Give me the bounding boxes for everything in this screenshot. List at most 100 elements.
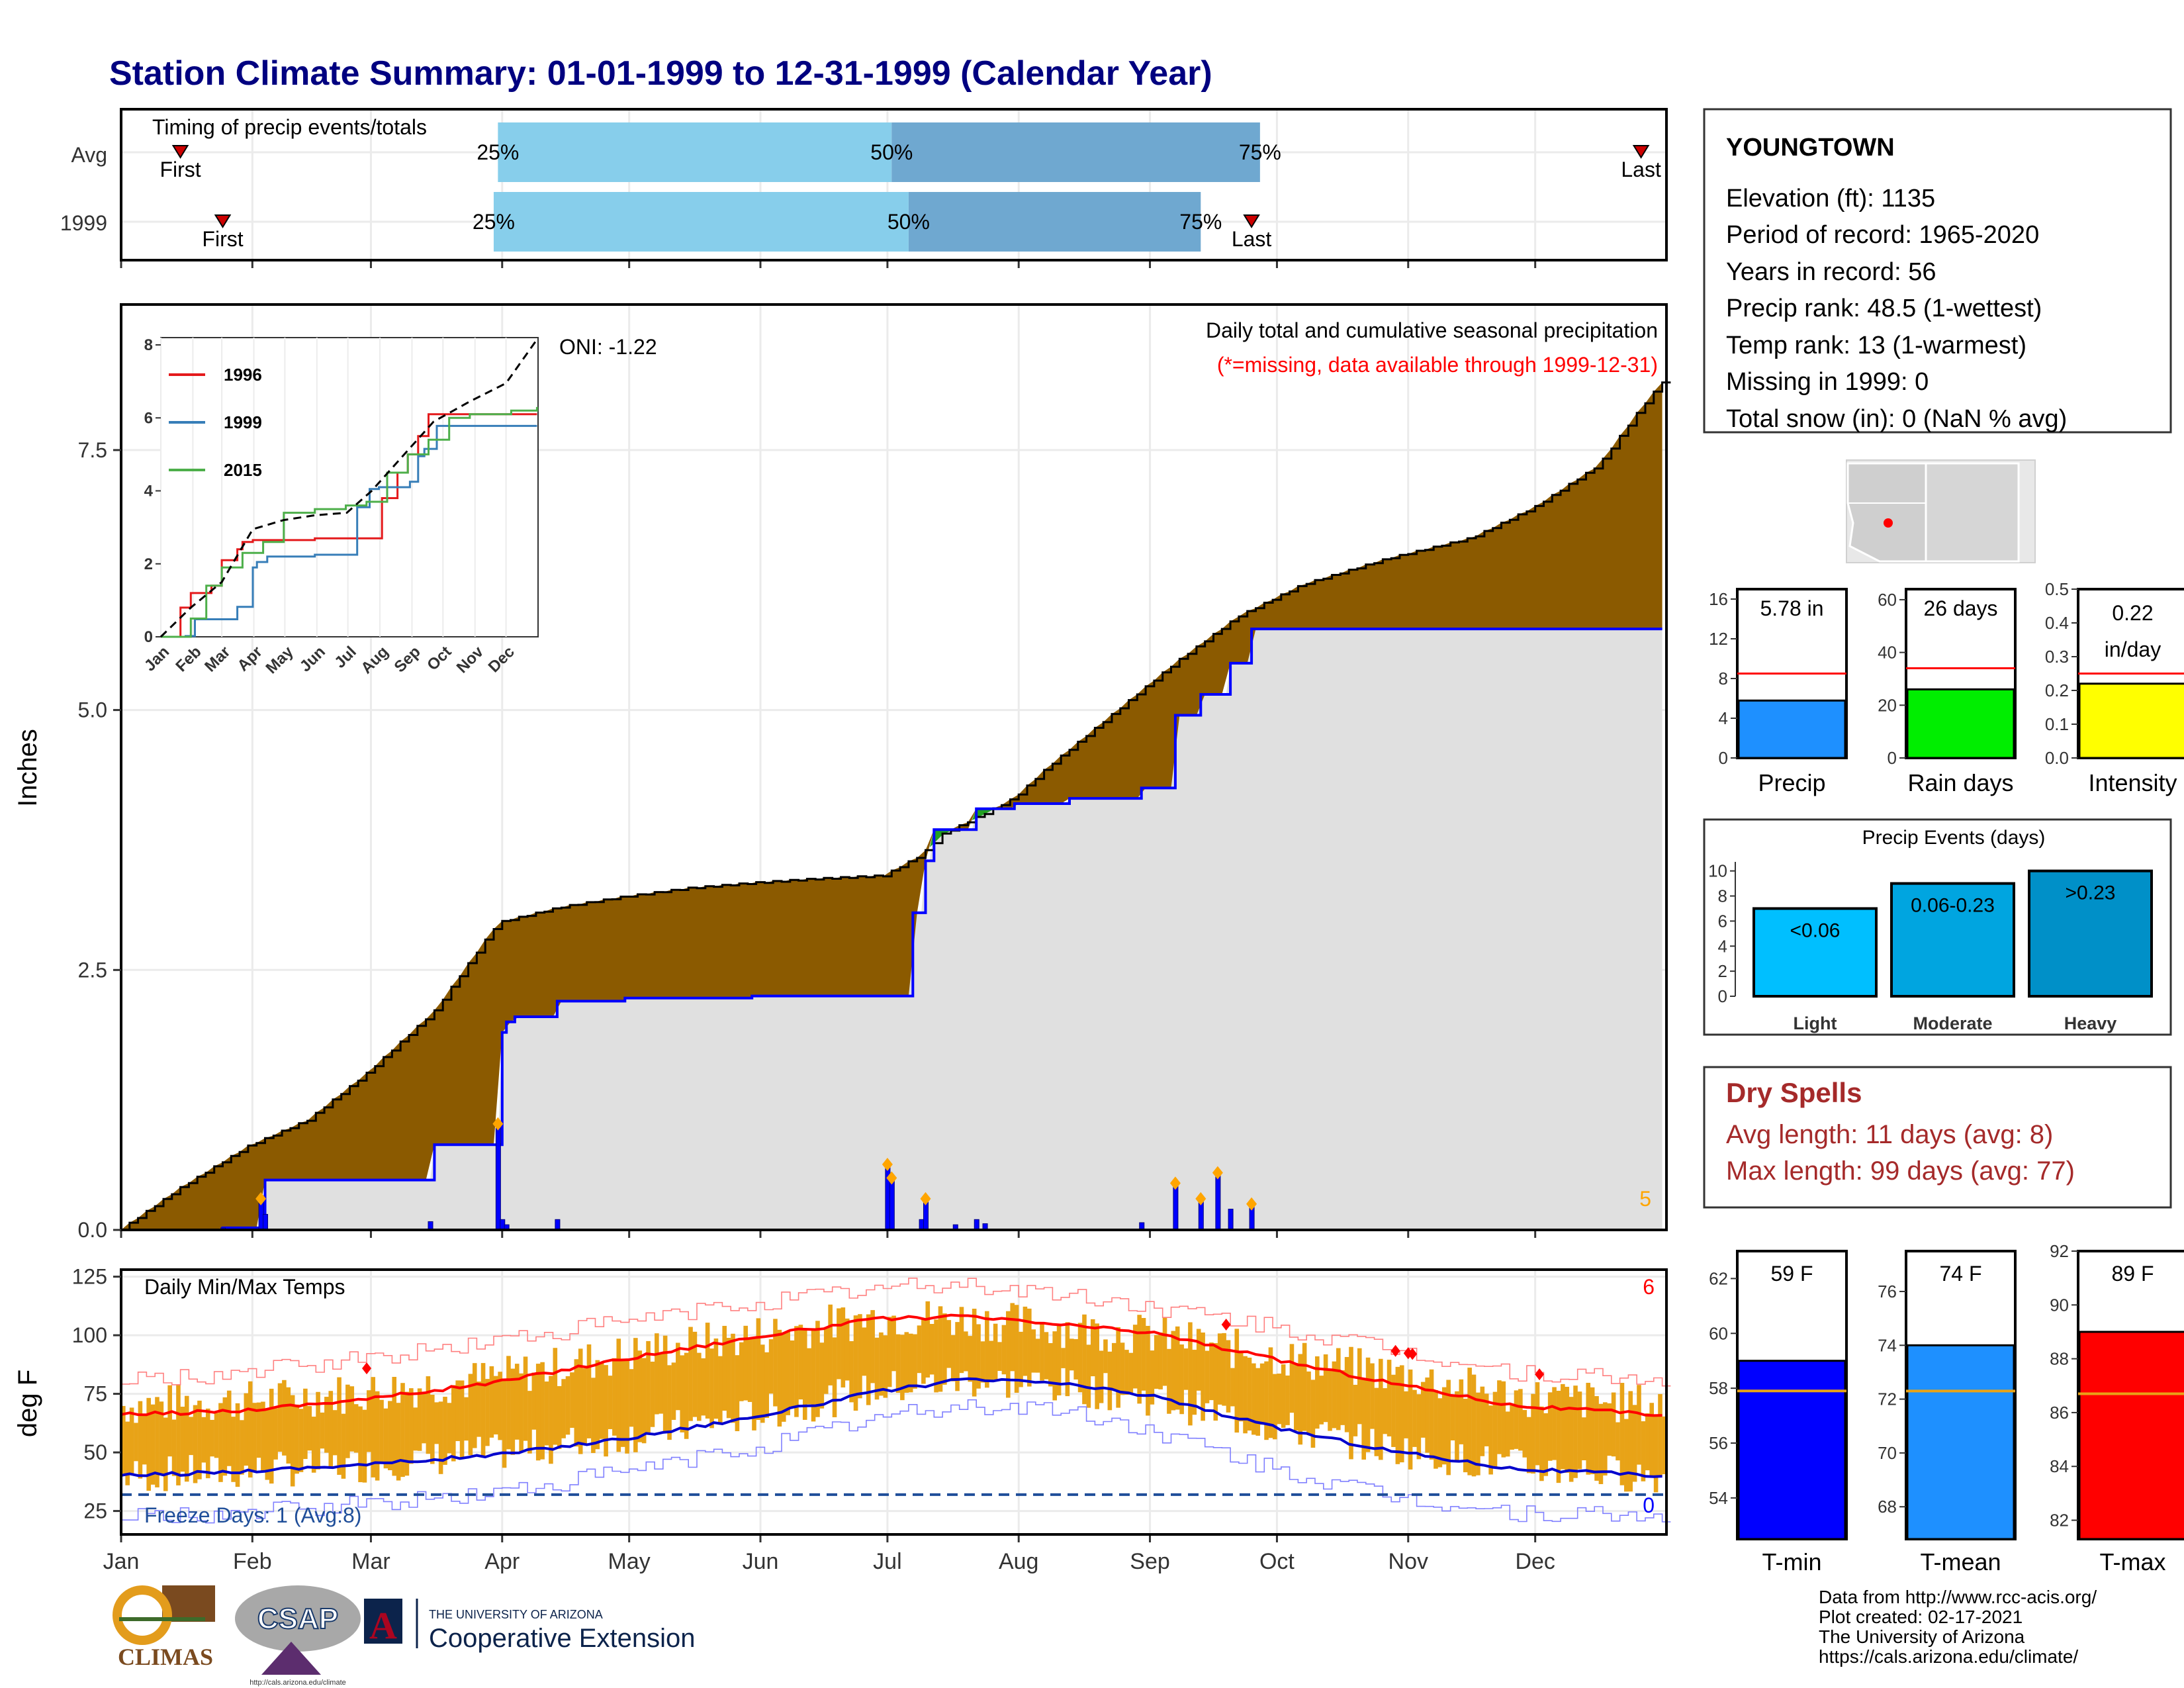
temp-daily-range-bar [1484, 1393, 1489, 1446]
precip-cumulative-average-line [121, 381, 1671, 1231]
temp-bar-ytick-label: 56 [1709, 1433, 1728, 1453]
temp-daily-range-bar [277, 1383, 283, 1452]
events-bar-moderate [1890, 882, 2015, 998]
summary-ytick-label: 16 [1709, 589, 1728, 609]
temp-daily-range-bar [1476, 1392, 1480, 1476]
temp-daily-range-bar [328, 1391, 334, 1468]
events-ytick-label: 8 [1718, 886, 1727, 906]
timing-bar-q50-q75 [891, 122, 1260, 182]
events-ytick-label: 10 [1708, 861, 1727, 881]
month-label: Mar [351, 1549, 390, 1574]
inset-xtick-label: Nov [453, 643, 488, 677]
events-ytick-label: 4 [1718, 936, 1727, 956]
temp-daily-range-bar [1556, 1391, 1561, 1483]
map-new-mexico [1925, 462, 2020, 563]
temp-daily-range-bar [1234, 1329, 1240, 1433]
temp-daily-range-bar [1463, 1399, 1468, 1473]
temp-daily-range-bar [553, 1348, 558, 1445]
temp-daily-range-bar [527, 1391, 532, 1454]
temp-daily-range-bar [358, 1406, 363, 1483]
temp-daily-range-bar [557, 1385, 562, 1449]
temp-daily-range-bar [942, 1313, 947, 1385]
temp-daily-range-bar [535, 1364, 541, 1461]
temp-daily-range-bar [480, 1363, 486, 1458]
month-label: May [608, 1549, 651, 1574]
temp-bar-ytick-label: 74 [1878, 1335, 1897, 1355]
temp-daily-range-bar [879, 1332, 884, 1396]
temp-daily-range-bar [722, 1325, 727, 1411]
summary-ytick-label: 40 [1878, 643, 1897, 663]
inset-series-line [161, 424, 537, 638]
temp-daily-range-bar [1441, 1387, 1447, 1465]
temp-daily-range-bar [976, 1324, 981, 1389]
summary-bar-rain-days [1906, 688, 2015, 759]
temp-daily-range-bar [786, 1331, 790, 1415]
temp-daily-range-bar [828, 1304, 833, 1385]
temp-daily-range-bar [921, 1319, 926, 1384]
temp-daily-range-bar [1505, 1411, 1510, 1457]
temp-daily-range-bar [371, 1377, 376, 1477]
temp-bar-ytick-label: 72 [1878, 1389, 1897, 1409]
temp-ytick-label: 75 [83, 1382, 107, 1406]
summary-ytick-label: 0.3 [2045, 647, 2069, 667]
temp-daily-range-bar [167, 1385, 172, 1457]
temp-daily-range-bar [464, 1397, 469, 1441]
temp-daily-range-bar [870, 1310, 875, 1383]
temp-daily-range-bar [1429, 1369, 1434, 1460]
temp-daily-range-bar [1632, 1405, 1637, 1482]
temp-daily-range-bar [777, 1329, 782, 1427]
precip-record-marker [920, 1192, 931, 1205]
station-precip-rank: Precip rank: 48.5 (1-wettest) [1726, 295, 2042, 322]
timing-q25-label: 25% [477, 140, 519, 164]
temp-daily-range-bar [544, 1381, 549, 1446]
events-bar-light [1752, 907, 1878, 998]
temp-daily-range-bar [1370, 1363, 1375, 1429]
temp-daily-range-bar [853, 1315, 858, 1411]
temp-daily-range-bar [1497, 1380, 1502, 1454]
temp-daily-range-bar [735, 1355, 740, 1432]
timing-bar-q25-q50 [493, 192, 909, 252]
events-ytick-label: 2 [1718, 961, 1727, 981]
events-title: Precip Events (days) [1862, 827, 2046, 849]
temp-daily-range-bar [1471, 1374, 1477, 1477]
precip-record-marker [255, 1192, 267, 1205]
precip-record-marker [1246, 1197, 1257, 1211]
temp-daily-range-bar [1603, 1402, 1608, 1476]
temp-daily-range-bar [726, 1338, 731, 1419]
temp-daily-range-bar [1238, 1351, 1244, 1422]
temp-daily-range-bar [1048, 1342, 1053, 1387]
temp-daily-range-bar [1175, 1326, 1180, 1410]
temp-daily-range-bar [1010, 1303, 1015, 1372]
summary-ytick-label: 4 [1719, 708, 1728, 728]
timing-last-marker [1632, 145, 1650, 159]
temp-bar-ytick-label: 82 [2050, 1511, 2069, 1530]
temp-bar-ytick-label: 54 [1709, 1488, 1728, 1508]
temp-bar-ytick-label: 88 [2050, 1349, 2069, 1369]
precip-daily-bar [889, 1177, 895, 1231]
temp-panel: 25 50 75 100 125 deg F Daily Min/Max Temps 6… [13, 1265, 1671, 1574]
month-label: Jan [103, 1549, 140, 1574]
temp-daily-range-bar [1196, 1329, 1201, 1391]
temp-daily-range-bar [163, 1417, 168, 1491]
precip-record-marker [886, 1171, 897, 1185]
temp-daily-range-bar [1146, 1325, 1150, 1416]
timing-q75-label: 75% [1179, 210, 1222, 234]
temp-daily-range-bar [1662, 1416, 1667, 1475]
temp-daily-range-bar [895, 1334, 901, 1393]
temp-daily-range-bar [1336, 1348, 1341, 1430]
temp-daily-range-bar [523, 1356, 528, 1441]
temp-daily-range-bar [1158, 1332, 1163, 1389]
station-temp-rank: Temp rank: 13 (1-warmest) [1726, 332, 2026, 359]
precip-daily-bar [1228, 1209, 1234, 1231]
summary-ytick-label: 12 [1709, 629, 1728, 649]
temp-bar-t-mean [1906, 1344, 2015, 1540]
temp-daily-range-bar [684, 1352, 689, 1439]
inset-ytick-label: 2 [144, 555, 153, 573]
temp-daily-range-bar [1488, 1405, 1493, 1475]
temp-daily-range-bar [692, 1331, 698, 1417]
credit-plot-date: Plot created: 02-17-2021 [1819, 1607, 2023, 1627]
temp-daily-range-bar [1107, 1351, 1113, 1411]
temp-daily-range-bar [413, 1407, 418, 1451]
temp-daily-range-bar [1510, 1405, 1514, 1450]
temp-daily-range-bar [477, 1382, 481, 1437]
